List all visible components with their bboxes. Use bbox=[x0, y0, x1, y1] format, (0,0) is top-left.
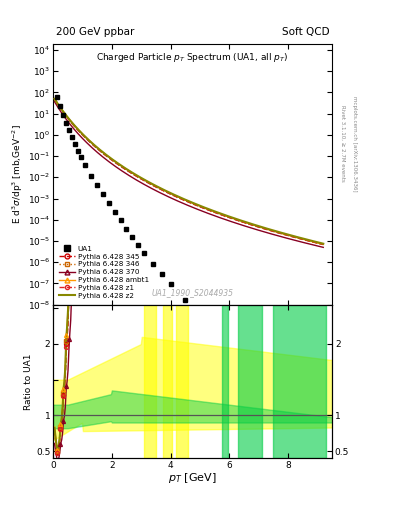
Bar bbox=[176, 305, 188, 458]
Bar bbox=[274, 305, 326, 458]
Bar bbox=[163, 305, 172, 458]
Text: mcplots.cern.ch [arXiv:1306.3436]: mcplots.cern.ch [arXiv:1306.3436] bbox=[352, 96, 357, 191]
X-axis label: $p_T$ [GeV]: $p_T$ [GeV] bbox=[168, 472, 217, 485]
Bar bbox=[238, 305, 262, 458]
Text: Rivet 3.1.10, ≥ 2.7M events: Rivet 3.1.10, ≥ 2.7M events bbox=[340, 105, 345, 182]
Legend: UA1, Pythia 6.428 345, Pythia 6.428 346, Pythia 6.428 370, Pythia 6.428 ambt1, P: UA1, Pythia 6.428 345, Pythia 6.428 346,… bbox=[57, 244, 151, 301]
Text: 200 GeV ppbar: 200 GeV ppbar bbox=[56, 27, 134, 37]
Text: Soft QCD: Soft QCD bbox=[282, 27, 329, 37]
Y-axis label: E d$^3\sigma$/dp$^3$ [mb,GeV$^{-2}$]: E d$^3\sigma$/dp$^3$ [mb,GeV$^{-2}$] bbox=[11, 124, 25, 224]
Bar bbox=[144, 305, 156, 458]
Text: UA1_1990_S2044935: UA1_1990_S2044935 bbox=[152, 288, 233, 297]
Y-axis label: Ratio to UA1: Ratio to UA1 bbox=[24, 353, 33, 410]
Bar bbox=[222, 305, 228, 458]
Text: Charged Particle $p_T$ Spectrum (UA1, all $p_T$): Charged Particle $p_T$ Spectrum (UA1, al… bbox=[96, 51, 289, 65]
